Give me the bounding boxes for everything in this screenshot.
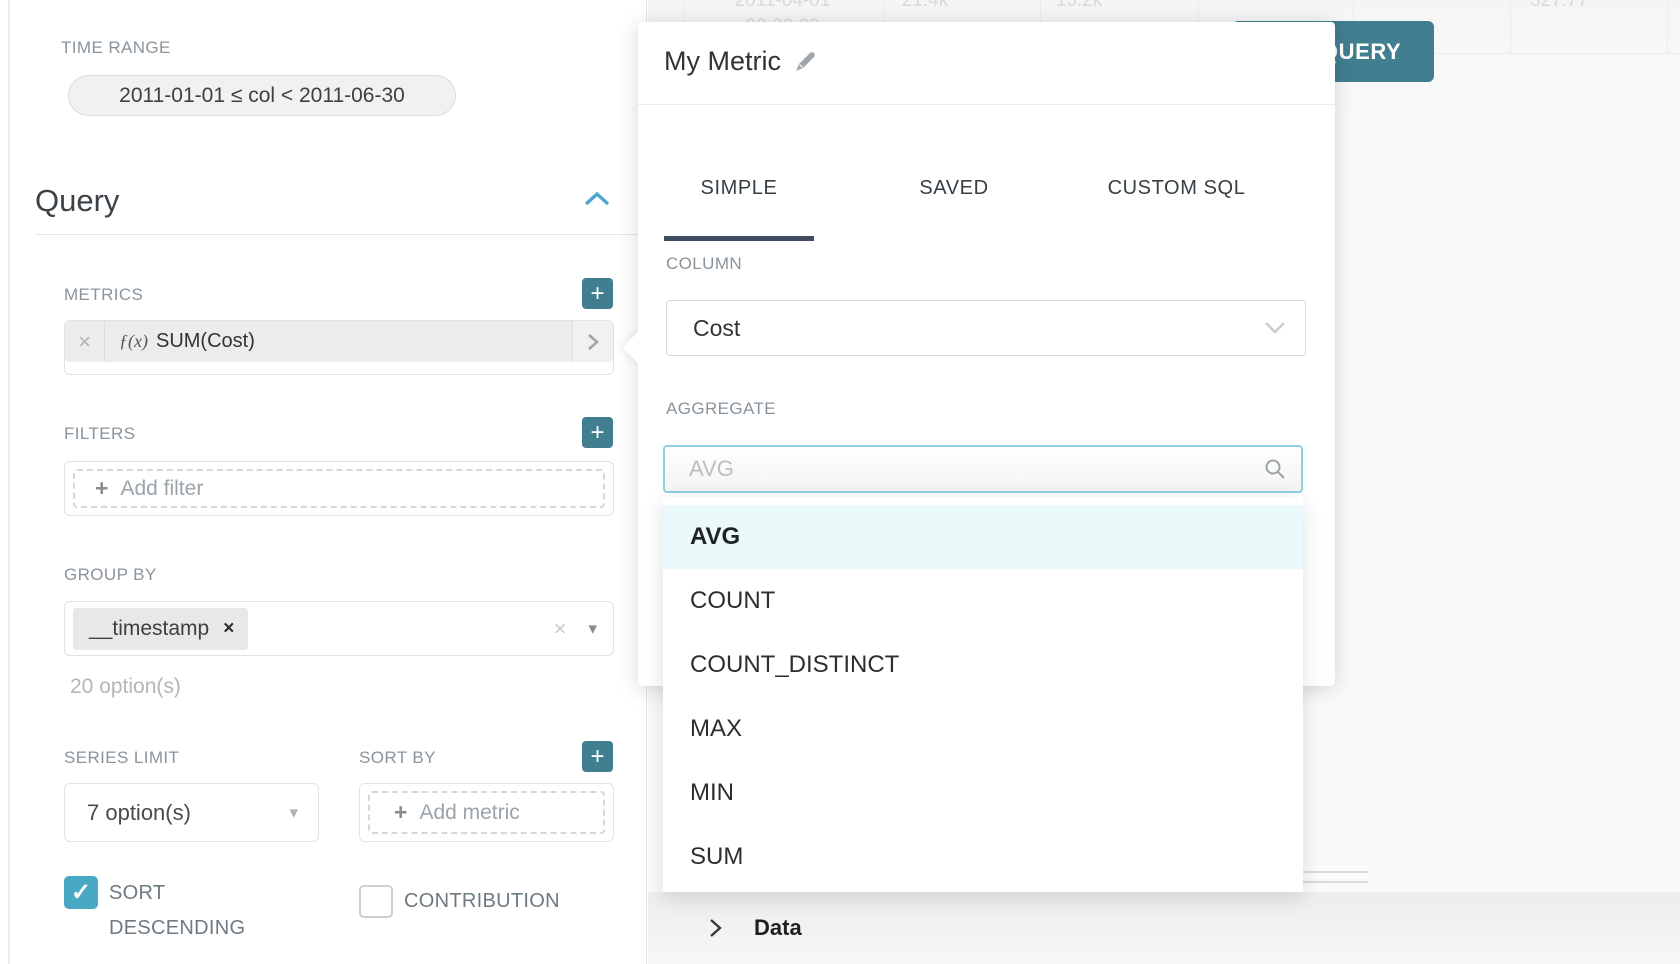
remove-tag-icon[interactable]: × (223, 618, 235, 639)
table-gridline (1667, 0, 1668, 53)
group-by-label: GROUP BY (64, 565, 157, 584)
remove-metric-icon[interactable]: × (65, 321, 105, 362)
metric-pill[interactable]: × ƒ(x) SUM(Cost) (65, 321, 613, 362)
pencil-icon[interactable] (793, 50, 817, 74)
plus-icon: + (394, 799, 408, 825)
add-filter-button[interactable]: + Add filter (73, 469, 605, 508)
control-panel: TIME RANGE 2011-01-01 ≤ col < 2011-06-30… (0, 0, 647, 964)
aggregate-dropdown: AVG COUNT COUNT_DISTINCT MAX MIN SUM (663, 497, 1303, 892)
aggregate-input-wrap (663, 445, 1303, 493)
close-icon: × (78, 328, 91, 354)
chevron-up-icon[interactable] (583, 190, 611, 208)
data-panel-header[interactable]: Data (648, 892, 1680, 964)
group-by-select[interactable]: __timestamp × × ▾ (64, 601, 614, 656)
group-by-options-hint: 20 option(s) (70, 675, 181, 698)
search-icon (1263, 457, 1287, 481)
check-icon: ✓ (70, 879, 92, 906)
table-cell-value: 15.2k (1055, 0, 1103, 11)
aggregate-input[interactable] (689, 456, 1209, 482)
caret-down-icon: ▾ (289, 802, 298, 822)
clear-select-icon[interactable]: × (553, 615, 567, 641)
table-cell-value: 21.4k (901, 0, 949, 11)
data-panel-label: Data (754, 915, 802, 940)
tab-simple[interactable]: SIMPLE (700, 177, 778, 199)
dropdown-option-avg[interactable]: AVG (663, 505, 1303, 569)
group-by-tag[interactable]: __timestamp × (73, 608, 249, 650)
filters-label: FILTERS (64, 424, 136, 443)
popover-tabs: SIMPLE SAVED CUSTOM SQL (664, 177, 1264, 200)
contribution-checkbox[interactable] (359, 885, 393, 918)
time-range-label: TIME RANGE (61, 38, 171, 57)
chevron-right-icon (586, 332, 600, 352)
panel-edge-divider (8, 0, 10, 964)
table-cell-value: 327.77 (1529, 0, 1589, 11)
sort-by-box: + Add metric (359, 783, 614, 842)
sort-descending-checkbox[interactable]: ✓ (64, 876, 98, 909)
series-limit-select[interactable]: 7 option(s) ▾ (64, 783, 319, 842)
add-filter-plus-button[interactable]: + (582, 417, 613, 448)
plus-icon: + (95, 475, 109, 501)
column-label: COLUMN (666, 254, 743, 273)
plus-icon: + (590, 742, 605, 770)
panel-resize-handle[interactable] (1238, 871, 1368, 873)
column-select[interactable]: Cost (666, 300, 1306, 356)
active-tab-underline (664, 236, 814, 241)
dropdown-option-sum[interactable]: SUM (690, 843, 744, 870)
metric-expression: SUM(Cost) (155, 330, 255, 352)
dropdown-option-max[interactable]: MAX (690, 715, 743, 742)
time-range-filter[interactable]: 2011-01-01 ≤ col < 2011-06-30 (68, 75, 456, 116)
tab-saved[interactable]: SAVED (919, 177, 989, 199)
dropdown-option-count-distinct[interactable]: COUNT_DISTINCT (690, 651, 900, 678)
caret-down-icon[interactable]: ▾ (588, 618, 597, 638)
sort-by-label: SORT BY (359, 748, 436, 767)
query-section-title: Query (35, 183, 120, 218)
contribution-label: CONTRIBUTION (404, 890, 560, 912)
plus-icon: + (590, 279, 605, 307)
plus-icon: + (590, 418, 605, 446)
fx-icon: ƒ(x) (119, 331, 148, 351)
metrics-box: × ƒ(x) SUM(Cost) (64, 320, 614, 375)
dropdown-option-min[interactable]: MIN (690, 779, 734, 806)
metrics-label: METRICS (64, 285, 144, 304)
chevron-down-icon (1263, 320, 1287, 336)
section-divider (35, 234, 645, 235)
add-sort-metric-plus-button[interactable]: + (582, 741, 613, 772)
sort-descending-control[interactable]: ✓ SORT DESCENDING (64, 876, 246, 946)
contribution-control[interactable]: CONTRIBUTION (359, 884, 560, 919)
edit-metric-button[interactable] (572, 321, 613, 362)
add-sort-metric-button[interactable]: + Add metric (368, 791, 605, 834)
aggregate-label: AGGREGATE (666, 399, 777, 418)
series-limit-label: SERIES LIMIT (64, 748, 180, 767)
dropdown-option-count[interactable]: COUNT (690, 587, 776, 614)
filters-box: + Add filter (64, 461, 614, 516)
tab-custom-sql[interactable]: CUSTOM SQL (1107, 177, 1246, 199)
sort-descending-label: SORT DESCENDING (109, 882, 246, 939)
popover-divider (638, 104, 1335, 105)
panel-resize-handle[interactable] (1238, 881, 1368, 883)
chevron-right-icon (706, 916, 724, 940)
popover-title: My Metric (664, 46, 781, 76)
table-gridline (1510, 0, 1511, 53)
add-metric-button[interactable]: + (582, 278, 613, 309)
